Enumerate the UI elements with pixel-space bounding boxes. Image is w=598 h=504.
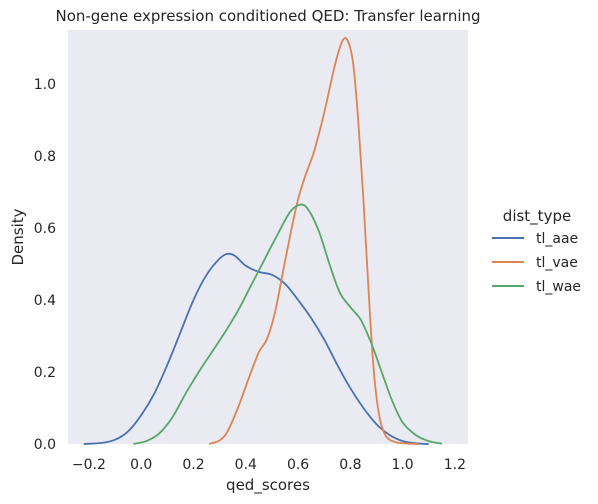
x-tick-label: 0.2 bbox=[182, 457, 204, 473]
y-tick-labels: 0.0 0.2 0.4 0.6 0.8 1.0 bbox=[34, 77, 56, 453]
x-tick-label: −0.2 bbox=[72, 457, 106, 473]
legend-label-tl-aae: tl_aae bbox=[536, 231, 578, 247]
y-tick-label: 0.2 bbox=[34, 365, 56, 381]
x-tick-label: 0.8 bbox=[339, 457, 361, 473]
y-tick-label: 0.6 bbox=[34, 221, 56, 237]
legend-label-tl-vae: tl_vae bbox=[536, 255, 578, 271]
legend-title: dist_type bbox=[503, 207, 571, 226]
y-axis-label: Density bbox=[9, 208, 27, 265]
series-line-tl-wae bbox=[133, 203, 443, 445]
y-tick-label: 0.4 bbox=[34, 293, 56, 309]
legend: dist_type tl_aae tl_vae tl_wae bbox=[492, 207, 581, 295]
x-tick-labels: −0.2 0.0 0.2 0.4 0.6 0.8 1.0 1.2 bbox=[72, 457, 466, 473]
x-tick-label: 0.0 bbox=[130, 457, 152, 473]
x-axis-label: qed_scores bbox=[226, 476, 310, 495]
series-layer bbox=[83, 36, 443, 445]
x-tick-label: 0.6 bbox=[287, 457, 309, 473]
y-tick-label: 1.0 bbox=[34, 77, 56, 93]
y-tick-label: 0.8 bbox=[34, 149, 56, 165]
y-tick-label: 0.0 bbox=[34, 437, 56, 453]
legend-label-tl-wae: tl_wae bbox=[536, 279, 581, 295]
series-line-tl-aae bbox=[83, 252, 429, 445]
x-tick-label: 1.2 bbox=[444, 457, 466, 473]
chart-title: Non-gene expression conditioned QED: Tra… bbox=[55, 7, 480, 25]
plot-area bbox=[68, 30, 468, 444]
x-tick-label: 0.4 bbox=[235, 457, 257, 473]
series-line-tl-vae bbox=[208, 36, 419, 445]
x-tick-label: 1.0 bbox=[391, 457, 413, 473]
